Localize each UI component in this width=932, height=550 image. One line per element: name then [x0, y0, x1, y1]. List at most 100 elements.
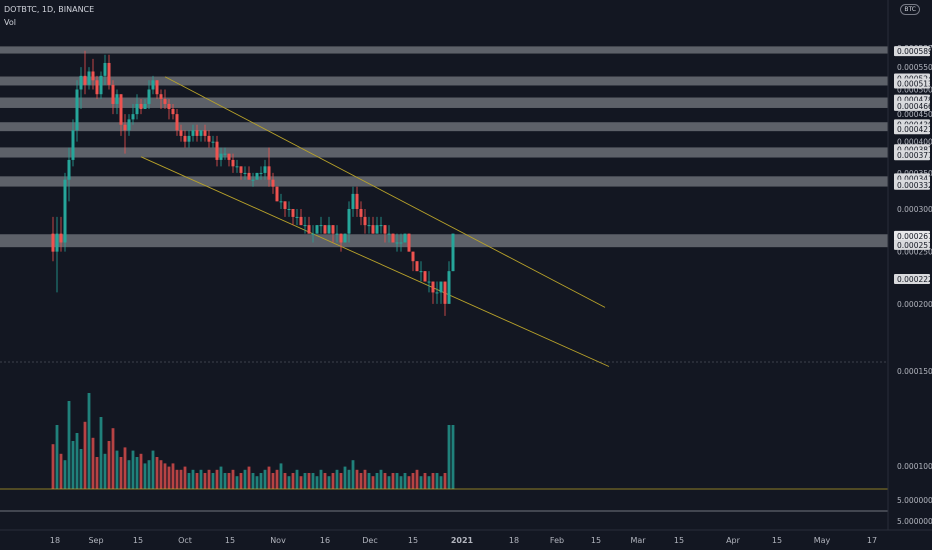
candle-body [63, 179, 67, 243]
candle-body [395, 242, 399, 244]
candle-body [199, 130, 203, 136]
candle-body [443, 281, 447, 304]
volume-bar [71, 441, 75, 489]
volume-bar [399, 476, 403, 489]
candle-body [283, 201, 287, 209]
time-tick-label: Nov [270, 536, 286, 545]
price-label-text: 0.00046628 [897, 102, 932, 111]
time-tick-label: May [814, 536, 831, 545]
candle-body [295, 216, 299, 218]
candle-body [291, 208, 295, 217]
candle-body [351, 193, 355, 209]
volume-bar [427, 476, 431, 489]
time-tick-label: 15 [225, 536, 235, 545]
candle-body [363, 216, 367, 226]
volume-bar [55, 425, 59, 489]
time-tick-label: 15 [772, 536, 782, 545]
volume-bar [219, 466, 223, 489]
candle-body [379, 225, 383, 227]
volume-bar [191, 469, 195, 489]
volume-bar [207, 469, 211, 489]
price-label-box [894, 78, 930, 89]
price-tick-label: 0.00040000 [897, 138, 932, 147]
resistance-zone [0, 46, 888, 54]
volume-bar [251, 473, 255, 489]
candle-body [87, 71, 91, 85]
volume-bar [311, 473, 315, 489]
candle-body [219, 153, 223, 160]
candle-body [271, 179, 275, 187]
time-tick-label: 2021 [451, 536, 474, 545]
volume-bar [303, 473, 307, 489]
time-axis[interactable]: 18 Sep 15 Oct 15 Nov 16 Dec 15 2021 18 Feb 15 Mar 15 Ap… [50, 536, 877, 545]
volume-bar [279, 463, 283, 489]
price-label-text: 0.00051300 [897, 79, 932, 88]
time-tick-label: 17 [867, 536, 877, 545]
candle-body [195, 130, 199, 136]
volume-bar [115, 450, 119, 489]
volume-indicator-label[interactable]: Vol [4, 18, 16, 27]
time-tick-label: Feb [550, 536, 564, 545]
volume-bar [179, 469, 183, 489]
volume-bar [395, 473, 399, 489]
volume-bar [83, 421, 87, 489]
price-label-text: 0.00022237 [897, 275, 932, 284]
volume-bar [99, 417, 103, 489]
time-tick-label: 15 [674, 536, 684, 545]
candle-body [371, 225, 375, 234]
price-label-box [894, 124, 930, 135]
price-tick-label: 0.00020000 [897, 300, 932, 309]
volume-bar [143, 463, 147, 489]
candle-body [347, 208, 351, 234]
candle-body [315, 225, 319, 234]
candle-body [179, 130, 183, 136]
volume-bar [359, 473, 363, 489]
volume-bar [331, 473, 335, 489]
candle-body [319, 225, 323, 227]
price-label-text: 0.00058900 [897, 47, 932, 56]
volume-bar [59, 453, 63, 489]
resistance-zone [0, 97, 888, 108]
time-tick-label: 18 [50, 536, 60, 545]
candle-body [415, 261, 419, 272]
price-tick-label: 0.00015000 [897, 367, 932, 376]
volume-bar [347, 469, 351, 489]
price-axis[interactable]: 0.000597000.000550000.000500000.00045000… [894, 44, 932, 526]
candle-body [431, 281, 435, 293]
price-label-box [894, 179, 930, 190]
candle-body [407, 233, 411, 252]
time-tick-label: 16 [320, 536, 330, 545]
volume-tick-label: 5.00000000 [897, 517, 932, 526]
candle-body [91, 71, 95, 81]
volume-bar [283, 473, 287, 489]
volume-bar [51, 444, 55, 489]
candle-body [267, 166, 271, 180]
candle-body [359, 208, 363, 217]
time-tick-label: Dec [362, 536, 377, 545]
volume-bars [51, 393, 455, 489]
volume-bar [387, 476, 391, 489]
price-tick-label: 0.00045000 [897, 110, 932, 119]
trendlines [140, 76, 610, 367]
candle-body [383, 225, 387, 234]
price-tick-label: 0.00030000 [897, 205, 932, 214]
volume-bar [339, 473, 343, 489]
candle-body [203, 130, 207, 136]
price-label-text: 0.00025730 [897, 241, 932, 250]
volume-bar [63, 460, 67, 489]
price-tick-label: 0.00010000 [897, 462, 932, 471]
price-label-box [894, 150, 930, 161]
volume-bar [67, 401, 71, 489]
price-label-text: 0.00037749 [897, 151, 932, 160]
volume-bar [315, 476, 319, 489]
volume-bar [367, 473, 371, 489]
volume-bar [299, 476, 303, 489]
time-tick-label: 18 [509, 536, 519, 545]
candle-body [183, 135, 187, 142]
volume-tick-label: 5.00000000 [897, 496, 932, 505]
candle-body [411, 251, 415, 262]
volume-bar [163, 463, 167, 489]
price-label-text: 0.00026739 [897, 232, 932, 241]
candle-body [187, 135, 191, 142]
